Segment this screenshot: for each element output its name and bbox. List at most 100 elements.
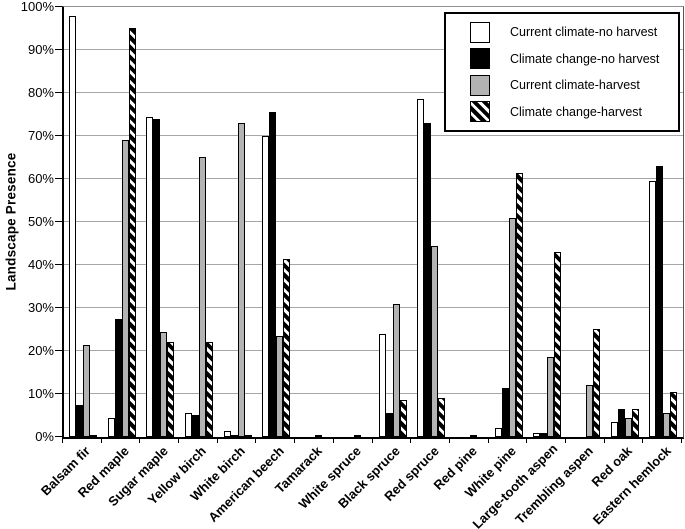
bar-gray-white-pine [508,218,516,437]
bar-black-red-maple [114,319,122,437]
bar-white-eastern-hemlock [649,181,657,437]
y-tick-label: 80% [27,84,54,100]
bar-hatch-red-oak [631,409,639,437]
bar-white-yellow-birch [185,413,193,437]
y-tick-0 [55,435,62,437]
bar-gray-white-spruce [353,435,361,437]
y-tick-label: 0% [35,428,54,444]
bar-gray-white-birch [237,123,245,437]
legend-item: Climate change-no harvest [446,48,678,70]
bar-hatch-trembling-aspen [592,329,600,437]
y-tick-80 [55,91,62,93]
bar-black-white-pine [501,388,509,437]
gridline-70 [64,135,683,136]
bar-gray-large-tooth-aspen [547,357,555,437]
x-tick [487,438,489,443]
legend-swatch-gray [470,74,490,96]
bar-white-american-beech [262,136,270,437]
bar-gray-yellow-birch [199,157,207,437]
bar-white-sugar-maple [146,117,154,437]
y-tick-40 [55,263,62,265]
legend-swatch-white [470,21,490,43]
y-tick-60 [55,177,62,179]
bar-hatch-white-pine [515,173,523,437]
x-tick [410,438,412,443]
y-tick-label: 20% [27,342,54,358]
bar-black-eastern-hemlock [656,166,664,437]
bar-gray-red-oak [624,418,632,437]
legend-swatch-black [470,48,490,70]
bar-gray-trembling-aspen [585,385,593,437]
bar-hatch-american-beech [283,259,291,437]
bar-hatch-red-maple [128,28,136,437]
bar-hatch-white-birch [244,435,252,437]
gridline-10 [64,393,683,394]
bar-black-balsam-fir [76,405,83,437]
legend-label: Climate change-no harvest [510,51,660,66]
gridline-50 [64,221,683,222]
bar-hatch-large-tooth-aspen [554,252,562,437]
bar-white-black-spruce [378,334,386,437]
gridline-30 [64,307,683,308]
x-tick [255,438,257,443]
bar-black-sugar-maple [153,119,161,437]
y-tick-90 [55,48,62,50]
bar-black-red-spruce [424,123,432,437]
gridline-40 [64,264,683,265]
y-tick-label: 70% [27,127,54,143]
x-tick [216,438,218,443]
gridline-90 [64,49,683,50]
bar-gray-black-spruce [392,304,400,437]
bar-gray-red-spruce [431,246,439,437]
legend: Current climate-no harvest Climate chang… [444,12,680,132]
y-tick-30 [55,306,62,308]
x-tick [603,438,605,443]
y-tick-50 [55,220,62,222]
bar-gray-balsam-fir [83,345,90,437]
y-tick-label: 10% [27,385,54,401]
legend-label: Current climate-harvest [510,78,640,93]
y-tick-20 [55,349,62,351]
plot-area [62,6,684,439]
bar-gray-american-beech [276,336,284,437]
x-tick [371,438,373,443]
bar-white-white-birch [223,431,231,437]
bar-white-balsam-fir [69,16,76,437]
bar-black-yellow-birch [192,415,200,437]
bar-black-american-beech [269,112,277,437]
bar-gray-sugar-maple [160,332,168,437]
bar-white-white-pine [494,428,502,437]
x-tick [62,438,63,443]
bar-hatch-red-spruce [438,398,446,437]
legend-swatch-hatch [470,101,490,123]
y-tick-label: 60% [27,170,54,186]
x-tick [139,438,141,443]
x-tick [332,438,334,443]
bar-hatch-balsam-fir [90,435,97,437]
bar-black-red-oak [617,409,625,437]
bar-black-large-tooth-aspen [540,433,548,437]
bar-white-large-tooth-aspen [533,433,541,437]
bar-gray-red-pine [469,435,477,437]
legend-item: Climate change-harvest [446,101,678,123]
legend-item: Current climate-harvest [446,74,678,96]
bar-gray-eastern-hemlock [663,413,671,437]
bar-black-white-birch [230,435,238,437]
gridline-20 [64,350,683,351]
bar-black-black-spruce [385,413,393,437]
y-tick-100 [55,5,62,7]
bar-white-red-spruce [417,99,425,437]
y-tick-label: 50% [27,213,54,229]
y-tick-10 [55,392,62,394]
bar-hatch-eastern-hemlock [670,392,678,437]
bar-gray-red-maple [121,140,129,437]
y-tick-label: 90% [27,41,54,57]
x-tick [642,438,644,443]
legend-label: Climate change-harvest [510,104,643,119]
y-tick-label: 30% [27,299,54,315]
gridline-80 [64,92,683,93]
bar-white-red-maple [107,418,115,437]
legend-item: Current climate-no harvest [446,21,678,43]
gridline-60 [64,178,683,179]
